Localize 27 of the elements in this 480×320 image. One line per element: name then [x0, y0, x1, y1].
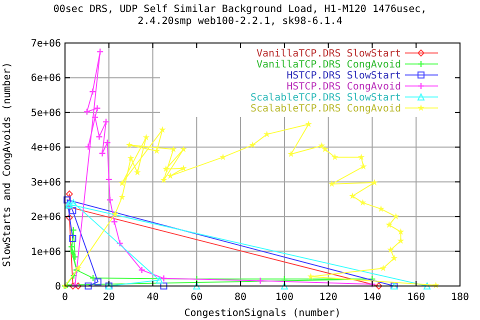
x-tick-label: 180: [450, 292, 470, 303]
y-tick-label: 4e+06: [30, 142, 61, 154]
legend-label: ScalableTCP.DRS CongAvoid: [250, 104, 401, 114]
legend-label: HSTCP.DRS CongAvoid: [286, 82, 401, 92]
x-tick-label: 100: [275, 292, 294, 303]
x-tick-label: 20: [102, 292, 115, 303]
x-tick-label: 120: [319, 292, 338, 303]
y-tick-label: 7e+06: [30, 38, 61, 50]
x-tick-label: 80: [234, 292, 247, 303]
x-tick-label: 140: [363, 292, 382, 303]
y-tick-label: 3e+06: [30, 177, 61, 188]
y-tick-label: 6e+06: [30, 73, 61, 84]
y-tick-label: 2e+06: [30, 212, 61, 224]
y-tick-label: 5e+06: [30, 108, 61, 119]
x-tick-label: 0: [62, 292, 68, 303]
y-axis-title: SlowStarts and CongAvoids (number): [2, 62, 13, 267]
y-tick-label: 0: [54, 282, 61, 292]
y-tick-label: 1e+06: [30, 246, 61, 258]
legend-label: VanillaTCP.DRS SlowStart: [256, 48, 401, 60]
legend-label: ScalableTCP.DRS SlowStart: [250, 92, 401, 104]
chart-title: 00sec DRS, UDP Self Similar Background Load, H1-M120 1476usec, 2.4.20smp web100-2.2.1, sk98-6.1.4: [53, 4, 427, 27]
x-tick-label: 60: [190, 292, 203, 303]
legend-label: HSTCP.DRS SlowStart: [286, 70, 401, 82]
x-tick-label: 40: [146, 292, 159, 303]
legend-label: VanillaTCP.DRS CongAvoid: [256, 60, 401, 70]
x-axis-title: CongestionSignals (number): [184, 308, 341, 319]
x-tick-label: 160: [407, 292, 426, 303]
